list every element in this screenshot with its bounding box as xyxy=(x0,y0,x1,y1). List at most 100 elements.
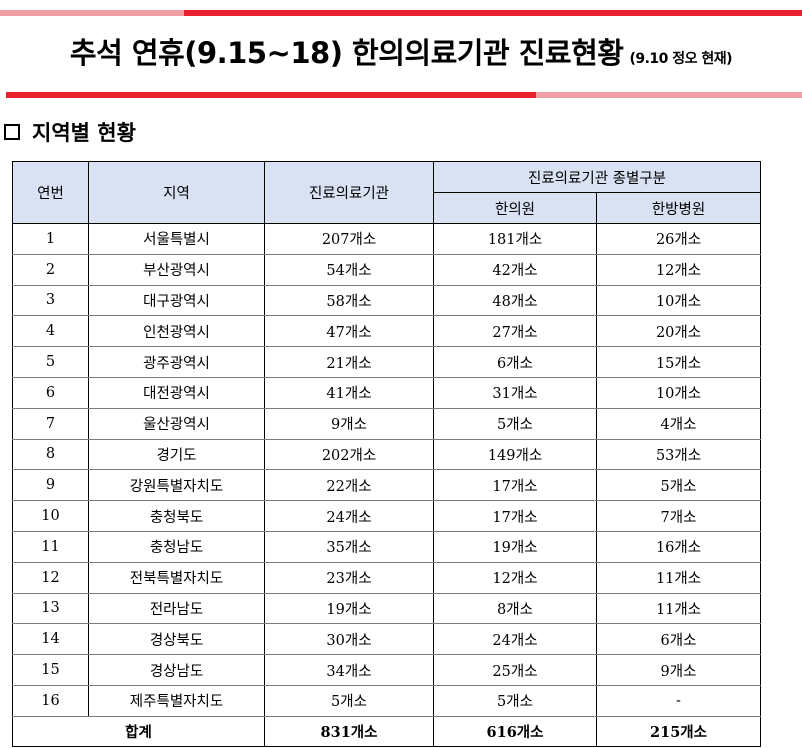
bottom-accent-bar-light xyxy=(536,92,802,98)
cell-hospital: 11개소 xyxy=(595,593,762,625)
cell-clinic: 149개소 xyxy=(433,439,597,471)
cell-institutions: 24개소 xyxy=(264,500,434,532)
bottom-accent-bar-red xyxy=(6,92,536,98)
cell-institutions: 21개소 xyxy=(264,346,434,378)
cell-region: 제주특별자치도 xyxy=(88,685,265,717)
cell-hospital: 7개소 xyxy=(595,500,762,532)
table-row: 11 충청남도 35개소 19개소 16개소 xyxy=(12,531,762,563)
cell-region: 전북특별자치도 xyxy=(88,562,265,594)
cell-no: 1 xyxy=(12,223,89,255)
cell-institutions: 5개소 xyxy=(264,685,434,717)
cell-hospital: 10개소 xyxy=(595,377,762,409)
cell-clinic: 8개소 xyxy=(433,593,597,625)
cell-hospital: 10개소 xyxy=(595,285,762,317)
cell-clinic: 6개소 xyxy=(433,346,597,378)
cell-institutions: 34개소 xyxy=(264,654,434,686)
cell-region: 충청북도 xyxy=(88,500,265,532)
total-row: 합계 831개소 616개소 215개소 xyxy=(12,715,762,747)
cell-no: 5 xyxy=(12,346,89,378)
col-header-institutions: 진료의료기관 xyxy=(264,161,434,224)
cell-institutions: 207개소 xyxy=(264,223,434,255)
cell-region: 울산광역시 xyxy=(88,408,265,440)
square-outline-icon xyxy=(4,124,20,140)
cell-hospital: 15개소 xyxy=(595,346,762,378)
cell-clinic: 31개소 xyxy=(433,377,597,409)
table-row: 15 경상남도 34개소 25개소 9개소 xyxy=(12,654,762,686)
col-header-clinic: 한의원 xyxy=(433,192,597,224)
cell-hospital: 26개소 xyxy=(595,223,762,255)
table-row: 1 서울특별시 207개소 181개소 26개소 xyxy=(12,223,762,255)
total-institutions: 831개소 xyxy=(264,715,434,747)
section-heading-text: 지역별 현황 xyxy=(32,121,136,145)
cell-clinic: 48개소 xyxy=(433,285,597,317)
cell-institutions: 54개소 xyxy=(264,254,434,286)
cell-no: 7 xyxy=(12,408,89,440)
cell-region: 인천광역시 xyxy=(88,315,265,348)
cell-clinic: 17개소 xyxy=(433,500,597,532)
cell-region: 대전광역시 xyxy=(88,377,265,409)
cell-no: 4 xyxy=(12,315,89,348)
table-row: 8 경기도 202개소 149개소 53개소 xyxy=(12,439,762,471)
cell-hospital: - xyxy=(595,685,762,717)
cell-region: 전라남도 xyxy=(88,593,265,625)
cell-institutions: 58개소 xyxy=(264,285,434,317)
cell-no: 13 xyxy=(12,593,89,625)
cell-institutions: 30개소 xyxy=(264,623,434,656)
cell-clinic: 181개소 xyxy=(433,223,597,255)
cell-institutions: 22개소 xyxy=(264,469,434,502)
cell-institutions: 19개소 xyxy=(264,593,434,625)
table-row: 9 강원특별자치도 22개소 17개소 5개소 xyxy=(12,469,762,502)
table-row: 13 전라남도 19개소 8개소 11개소 xyxy=(12,593,762,625)
cell-hospital: 20개소 xyxy=(595,315,762,348)
cell-clinic: 24개소 xyxy=(433,623,597,656)
total-clinic: 616개소 xyxy=(433,715,597,747)
cell-no: 3 xyxy=(12,285,89,317)
top-accent-bar xyxy=(0,10,802,16)
cell-region: 경상남도 xyxy=(88,654,265,686)
cell-no: 11 xyxy=(12,531,89,563)
region-status-table: 연번 지역 진료의료기관 진료의료기관 종별구분 한의원 한방병원 1 서울특별시… xyxy=(12,161,762,747)
cell-no: 8 xyxy=(12,439,89,471)
cell-institutions: 47개소 xyxy=(264,315,434,348)
cell-clinic: 17개소 xyxy=(433,469,597,502)
cell-clinic: 5개소 xyxy=(433,685,597,717)
cell-clinic: 12개소 xyxy=(433,562,597,594)
col-header-group: 진료의료기관 종별구분 xyxy=(432,161,762,193)
total-hospital: 215개소 xyxy=(595,715,762,747)
table-row: 14 경상북도 30개소 24개소 6개소 xyxy=(12,623,762,656)
table-row: 16 제주특별자치도 5개소 5개소 - xyxy=(12,685,762,717)
cell-institutions: 35개소 xyxy=(264,531,434,563)
cell-institutions: 41개소 xyxy=(264,377,434,409)
section-heading: 지역별 현황 xyxy=(4,117,136,147)
col-header-hospital: 한방병원 xyxy=(595,192,762,224)
bottom-accent-bar xyxy=(6,92,802,98)
total-label: 합계 xyxy=(12,715,265,747)
cell-no: 2 xyxy=(12,254,89,286)
cell-no: 14 xyxy=(12,623,89,656)
table-row: 7 울산광역시 9개소 5개소 4개소 xyxy=(12,408,762,440)
cell-region: 부산광역시 xyxy=(88,254,265,286)
cell-clinic: 25개소 xyxy=(433,654,597,686)
cell-no: 16 xyxy=(12,685,89,717)
cell-hospital: 4개소 xyxy=(595,408,762,440)
cell-hospital: 11개소 xyxy=(595,562,762,594)
cell-region: 서울특별시 xyxy=(88,223,265,255)
table-row: 12 전북특별자치도 23개소 12개소 11개소 xyxy=(12,562,762,594)
cell-region: 광주광역시 xyxy=(88,346,265,378)
cell-region: 경기도 xyxy=(88,439,265,471)
cell-region: 대구광역시 xyxy=(88,285,265,317)
cell-hospital: 6개소 xyxy=(595,623,762,656)
page-title: 추석 연휴(9.15~18) 한의의료기관 진료현황 (9.10 정오 현재) xyxy=(0,30,802,72)
table-row: 10 충청북도 24개소 17개소 7개소 xyxy=(12,500,762,532)
cell-hospital: 12개소 xyxy=(595,254,762,286)
table-row: 6 대전광역시 41개소 31개소 10개소 xyxy=(12,377,762,409)
table-row: 3 대구광역시 58개소 48개소 10개소 xyxy=(12,285,762,317)
col-header-region: 지역 xyxy=(88,161,265,224)
cell-no: 6 xyxy=(12,377,89,409)
cell-institutions: 23개소 xyxy=(264,562,434,594)
cell-clinic: 42개소 xyxy=(433,254,597,286)
cell-region: 강원특별자치도 xyxy=(88,469,265,502)
cell-clinic: 5개소 xyxy=(433,408,597,440)
cell-hospital: 5개소 xyxy=(595,469,762,502)
cell-no: 9 xyxy=(12,469,89,502)
